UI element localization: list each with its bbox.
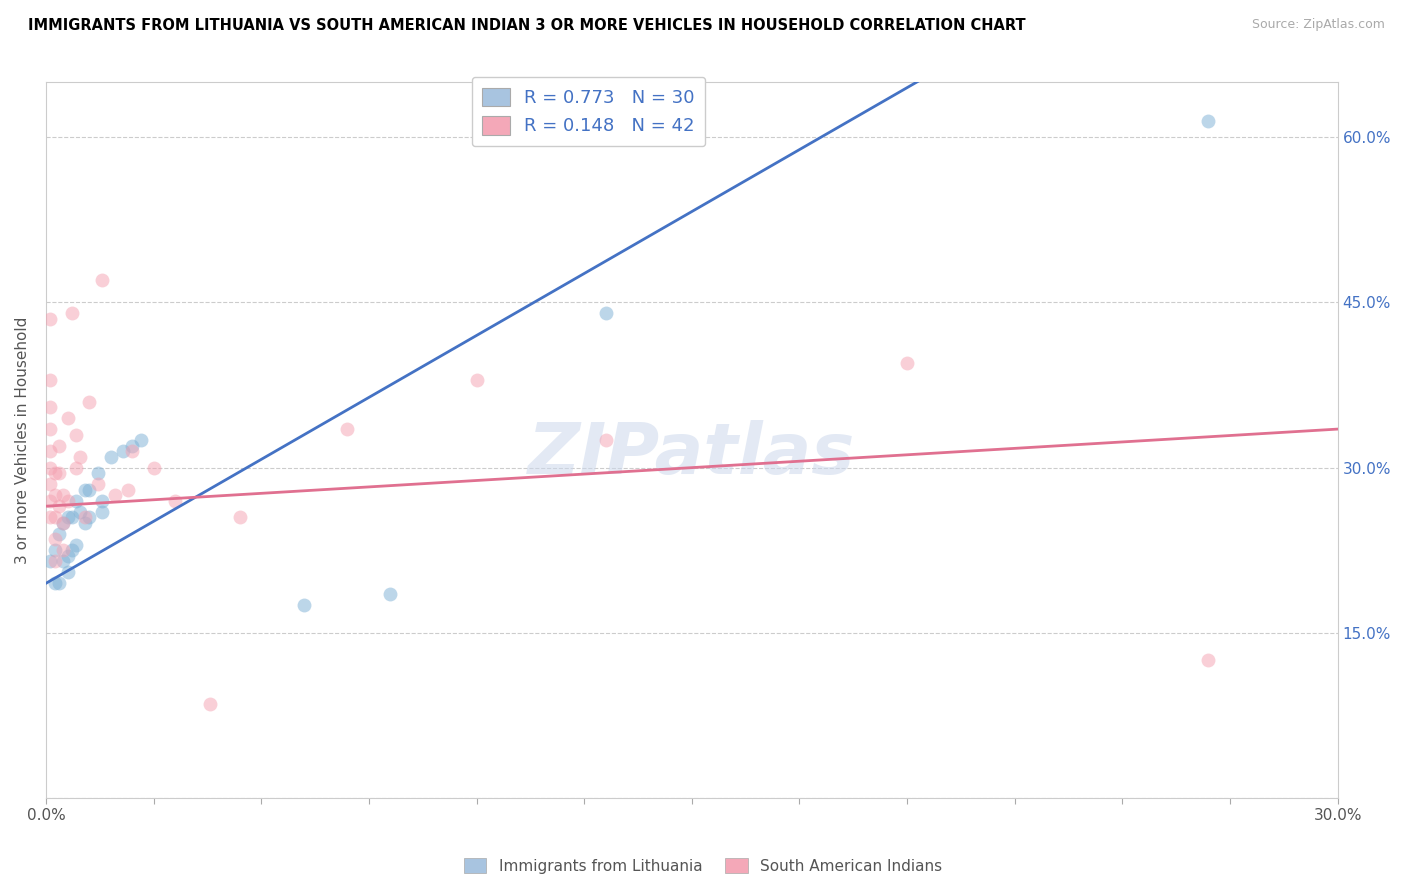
Point [44, 488, 66, 502]
Point [39, 372, 62, 386]
Point [39, 400, 62, 414]
Point [121, 444, 143, 458]
Point [44, 510, 66, 524]
Point [52, 516, 75, 530]
Legend: Immigrants from Lithuania, South American Indians: Immigrants from Lithuania, South America… [457, 852, 949, 880]
Point [65, 460, 87, 475]
Point [39, 422, 62, 436]
Point [39, 444, 62, 458]
Point [77, 510, 100, 524]
Point [56, 493, 79, 508]
Point [48, 499, 70, 513]
Point [44, 576, 66, 591]
Point [86, 466, 108, 480]
Point [39, 554, 62, 568]
Point [48, 466, 70, 480]
Point [44, 466, 66, 480]
Point [380, 587, 402, 601]
Point [465, 372, 488, 386]
Point [39, 477, 62, 491]
Legend: R = 0.773   N = 30, R = 0.148   N = 42: R = 0.773 N = 30, R = 0.148 N = 42 [471, 77, 706, 146]
Point [117, 483, 139, 497]
Point [91, 493, 114, 508]
Point [69, 505, 91, 519]
Point [595, 433, 617, 447]
Y-axis label: 3 or more Vehicles in Household: 3 or more Vehicles in Household [15, 317, 30, 564]
Point [48, 526, 70, 541]
Point [56, 411, 79, 425]
Point [228, 510, 250, 524]
Point [336, 422, 359, 436]
Point [104, 488, 127, 502]
Point [60, 543, 83, 558]
Point [48, 439, 70, 453]
Point [1198, 653, 1220, 667]
Point [44, 554, 66, 568]
Point [91, 505, 114, 519]
Text: Source: ZipAtlas.com: Source: ZipAtlas.com [1251, 18, 1385, 31]
Point [165, 493, 187, 508]
Point [56, 549, 79, 563]
Point [69, 450, 91, 464]
Point [142, 460, 165, 475]
Point [39, 510, 62, 524]
Point [121, 439, 143, 453]
Point [77, 483, 100, 497]
Point [100, 450, 122, 464]
Point [39, 312, 62, 326]
Point [56, 510, 79, 524]
Point [77, 394, 100, 409]
Point [60, 510, 83, 524]
Point [60, 306, 83, 320]
Point [73, 516, 96, 530]
Point [112, 444, 135, 458]
Point [86, 477, 108, 491]
Point [595, 306, 617, 320]
Point [39, 493, 62, 508]
Point [65, 493, 87, 508]
Point [44, 533, 66, 547]
Point [56, 566, 79, 580]
Point [39, 460, 62, 475]
Point [91, 273, 114, 287]
Point [52, 554, 75, 568]
Text: IMMIGRANTS FROM LITHUANIA VS SOUTH AMERICAN INDIAN 3 OR MORE VEHICLES IN HOUSEHO: IMMIGRANTS FROM LITHUANIA VS SOUTH AMERI… [28, 18, 1026, 33]
Point [73, 510, 96, 524]
Point [292, 599, 315, 613]
Point [1198, 113, 1220, 128]
Point [48, 576, 70, 591]
Point [52, 543, 75, 558]
Point [65, 427, 87, 442]
Point [896, 356, 918, 370]
Point [198, 698, 221, 712]
Point [65, 538, 87, 552]
Point [73, 483, 96, 497]
Point [52, 488, 75, 502]
Point [129, 433, 152, 447]
Text: ZIPatlas: ZIPatlas [529, 420, 855, 489]
Point [44, 543, 66, 558]
Point [52, 516, 75, 530]
